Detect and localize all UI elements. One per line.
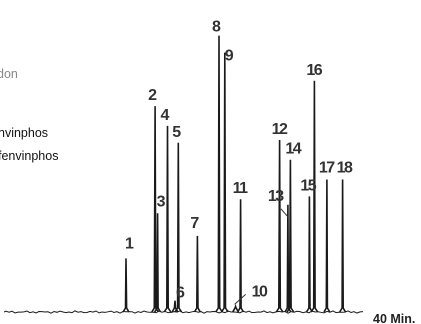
peak-8 (215, 35, 223, 313)
time-axis-end-label: 40 Min. (373, 312, 415, 324)
peak-11 (237, 199, 245, 313)
peak-label-9: 9 (225, 48, 234, 65)
peak-17 (323, 179, 331, 313)
leader-line-13 (280, 208, 289, 218)
peak-label-6: 6 (176, 285, 185, 302)
peak-16 (310, 80, 319, 313)
peak-label-2: 2 (148, 87, 157, 104)
peak-label-8: 8 (212, 19, 221, 36)
baseline-trace (3, 310, 364, 314)
leader-line-10 (234, 294, 246, 305)
peak-10 (232, 303, 240, 313)
peak-label-7: 7 (190, 215, 199, 232)
peak-label-13: 13 (268, 188, 284, 205)
peak-6 (171, 300, 179, 313)
peak-label-3: 3 (157, 193, 166, 210)
peak-label-12: 12 (272, 121, 288, 138)
peak-label-4: 4 (161, 107, 170, 124)
peak-15 (305, 196, 313, 313)
peak-label-17: 17 (319, 160, 335, 177)
peak-label-18: 18 (337, 160, 353, 177)
peak-3 (154, 213, 162, 313)
peak-label-10: 10 (252, 283, 268, 300)
legend-fragment-2: nvinphos (0, 126, 48, 140)
peak-12 (275, 139, 284, 313)
peak-1 (122, 258, 130, 313)
peak-label-1: 1 (125, 235, 134, 252)
legend-fragments: don nvinphos fenvinphos (0, 67, 58, 163)
peak-label-5: 5 (172, 124, 181, 141)
peak-18 (339, 179, 347, 313)
peak-9 (220, 52, 229, 313)
peak-14 (286, 159, 295, 313)
peak-label-16: 16 (306, 62, 322, 79)
legend-fragment-3: fenvinphos (0, 149, 58, 163)
peak-label-15: 15 (300, 177, 316, 194)
legend-fragment-1: don (0, 67, 18, 81)
peak-label-14: 14 (285, 141, 301, 158)
peak-label-11: 11 (233, 180, 249, 197)
peak-7 (193, 235, 201, 313)
peak-4 (163, 125, 172, 313)
peaks (122, 35, 347, 313)
